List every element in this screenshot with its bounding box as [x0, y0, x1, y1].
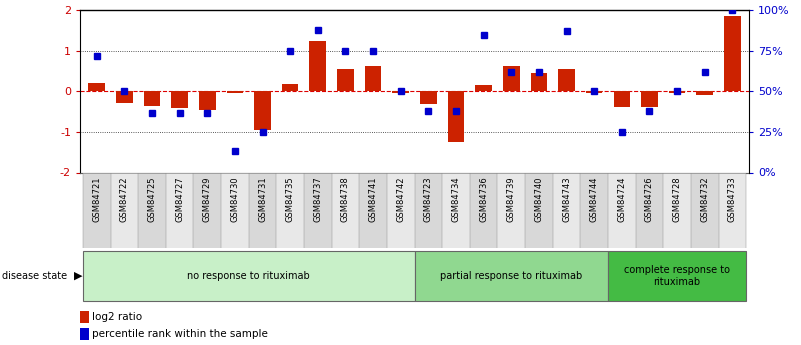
- Text: log2 ratio: log2 ratio: [92, 312, 143, 322]
- Text: GSM84729: GSM84729: [203, 176, 211, 222]
- Bar: [221, 172, 248, 248]
- Text: GSM84728: GSM84728: [673, 176, 682, 222]
- Text: ▶: ▶: [74, 271, 83, 281]
- Bar: [199, 91, 215, 110]
- Bar: [138, 172, 166, 248]
- Bar: [641, 91, 658, 107]
- Bar: [166, 172, 193, 248]
- Bar: [470, 172, 497, 248]
- Bar: [553, 172, 581, 248]
- Bar: [364, 66, 381, 91]
- Bar: [581, 172, 608, 248]
- Text: GSM84726: GSM84726: [645, 176, 654, 222]
- Text: GSM84721: GSM84721: [92, 176, 101, 222]
- Text: GSM84732: GSM84732: [700, 176, 709, 222]
- Text: partial response to rituximab: partial response to rituximab: [440, 271, 582, 281]
- Bar: [525, 172, 553, 248]
- Bar: [193, 172, 221, 248]
- Text: GSM84733: GSM84733: [728, 176, 737, 222]
- Bar: [636, 172, 663, 248]
- Text: GSM84738: GSM84738: [341, 176, 350, 222]
- Bar: [80, 328, 89, 340]
- Text: GSM84722: GSM84722: [120, 176, 129, 222]
- Bar: [415, 172, 442, 248]
- FancyBboxPatch shape: [83, 251, 415, 301]
- Bar: [116, 91, 133, 103]
- Bar: [558, 69, 575, 91]
- Text: GSM84741: GSM84741: [368, 176, 377, 222]
- Bar: [387, 172, 415, 248]
- Text: GSM84725: GSM84725: [147, 176, 156, 222]
- Bar: [332, 172, 359, 248]
- Text: GSM84742: GSM84742: [396, 176, 405, 222]
- Text: GSM84739: GSM84739: [507, 176, 516, 222]
- Bar: [227, 91, 244, 93]
- Bar: [83, 172, 111, 248]
- Bar: [171, 91, 188, 108]
- Bar: [111, 172, 138, 248]
- Bar: [359, 172, 387, 248]
- Bar: [80, 310, 89, 323]
- Text: GSM84740: GSM84740: [534, 176, 543, 222]
- Bar: [276, 172, 304, 248]
- Bar: [248, 172, 276, 248]
- Bar: [282, 84, 299, 91]
- Text: no response to rituximab: no response to rituximab: [187, 271, 310, 281]
- Bar: [143, 91, 160, 106]
- Bar: [475, 85, 492, 91]
- Bar: [420, 91, 437, 105]
- Text: disease state: disease state: [2, 271, 66, 281]
- Text: GSM84744: GSM84744: [590, 176, 598, 222]
- Bar: [309, 41, 326, 91]
- Text: GSM84730: GSM84730: [231, 176, 239, 222]
- Text: percentile rank within the sample: percentile rank within the sample: [92, 329, 268, 339]
- Bar: [663, 172, 691, 248]
- Text: GSM84731: GSM84731: [258, 176, 267, 222]
- Bar: [696, 91, 713, 95]
- FancyBboxPatch shape: [608, 251, 747, 301]
- FancyBboxPatch shape: [415, 251, 608, 301]
- Bar: [254, 91, 271, 130]
- Bar: [691, 172, 718, 248]
- Text: GSM84724: GSM84724: [618, 176, 626, 222]
- Bar: [718, 172, 747, 248]
- Text: GSM84743: GSM84743: [562, 176, 571, 222]
- Bar: [608, 172, 636, 248]
- Text: GSM84736: GSM84736: [479, 176, 488, 222]
- Text: GSM84735: GSM84735: [286, 176, 295, 222]
- Bar: [724, 17, 741, 91]
- Bar: [614, 91, 630, 107]
- Text: GSM84723: GSM84723: [424, 176, 433, 222]
- Bar: [530, 73, 547, 91]
- Text: complete response to
rituximab: complete response to rituximab: [624, 265, 730, 287]
- Bar: [497, 172, 525, 248]
- Text: GSM84734: GSM84734: [452, 176, 461, 222]
- Bar: [304, 172, 332, 248]
- Bar: [88, 82, 105, 91]
- Bar: [442, 172, 470, 248]
- Bar: [669, 91, 686, 93]
- Bar: [448, 91, 465, 142]
- Bar: [337, 69, 354, 91]
- Bar: [392, 91, 409, 93]
- Bar: [586, 91, 602, 93]
- Bar: [503, 66, 520, 91]
- Text: GSM84737: GSM84737: [313, 176, 322, 222]
- Text: GSM84727: GSM84727: [175, 176, 184, 222]
